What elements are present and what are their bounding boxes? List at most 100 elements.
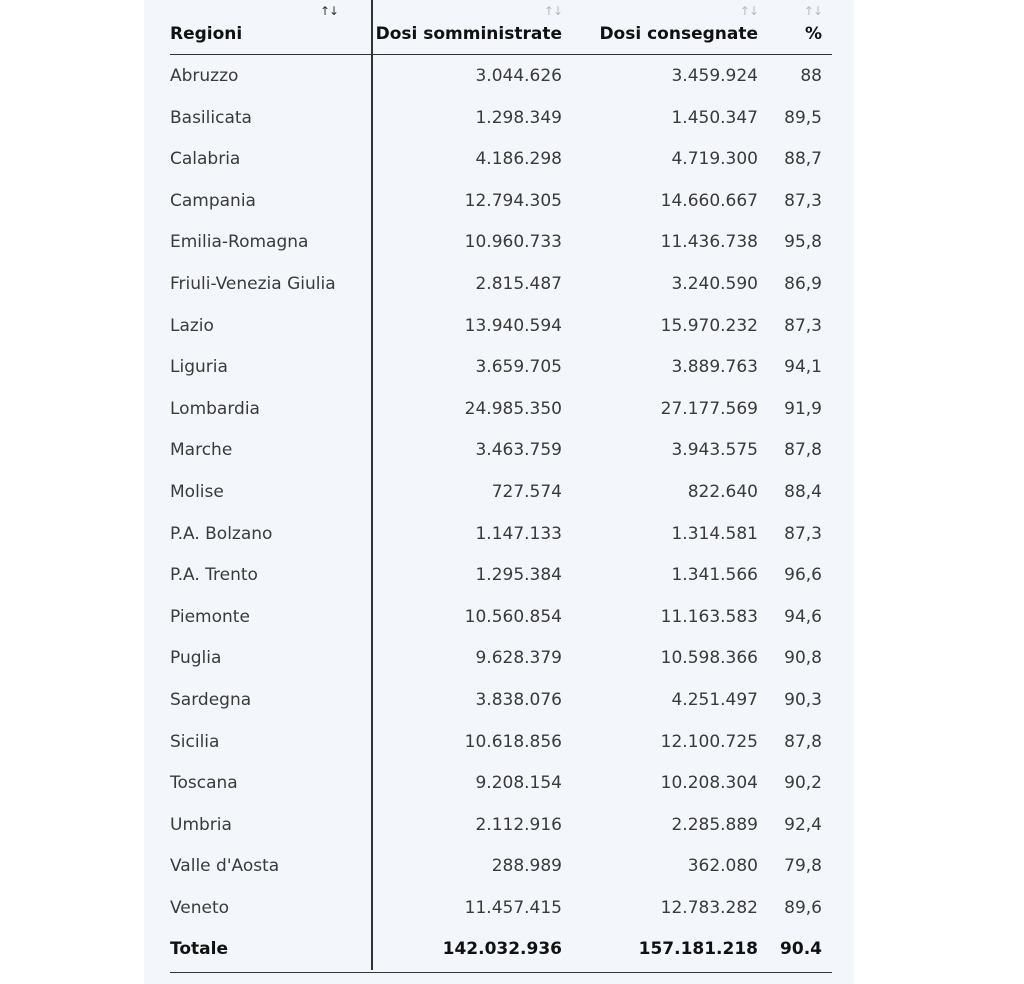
- cell-dosi-somministrate: 9.628.379: [475, 648, 562, 669]
- cell-dosi-somministrate: 3.044.626: [475, 66, 562, 86]
- vaccine-doses-table: ↑↓ ↑↓ ↑↓ ↑↓ Regioni Dosi somministrate D…: [170, 0, 832, 974]
- table-row: Liguria 3.659.705 3.889.763 94,1: [170, 346, 832, 388]
- cell-dosi-somministrate: 12.794.305: [464, 190, 562, 211]
- cell-dosi-somministrate: 13.940.594: [464, 315, 562, 336]
- cell-dosi-somministrate: 24.985.350: [464, 398, 562, 419]
- cell-dosi-somministrate: 10.560.854: [464, 606, 562, 627]
- table-panel: ↑↓ ↑↓ ↑↓ ↑↓ Regioni Dosi somministrate D…: [144, 0, 854, 984]
- table-row: Umbria 2.112.916 2.285.889 92,4: [170, 804, 832, 846]
- cell-dosi-somministrate: 1.295.384: [475, 565, 562, 586]
- cell-dosi-somministrate: 727.574: [491, 481, 562, 502]
- cell-dosi-consegnate: 1.341.566: [671, 565, 758, 586]
- table-row: Valle d'Aosta 288.989 362.080 79,8: [170, 845, 832, 887]
- cell-percent: 88,7: [784, 149, 822, 170]
- cell-dosi-somministrate: 9.208.154: [475, 773, 562, 794]
- header-dosi-consegnate[interactable]: Dosi consegnate: [599, 24, 758, 44]
- sort-icon-percent[interactable]: ↑↓: [803, 4, 823, 18]
- header-percent[interactable]: %: [804, 24, 822, 44]
- cell-regione: Campania: [170, 190, 256, 211]
- cell-percent: 95,8: [784, 232, 822, 253]
- cell-dosi-somministrate: 2.815.487: [475, 273, 562, 294]
- table-row: Calabria 4.186.298 4.719.300 88,7: [170, 138, 832, 180]
- cell-regione: Molise: [170, 481, 224, 502]
- table-row: Marche 3.463.759 3.943.575 87,8: [170, 429, 832, 471]
- cell-dosi-somministrate: 288.989: [491, 856, 562, 877]
- cell-percent: 87,8: [784, 440, 822, 461]
- cell-percent: 88,4: [784, 481, 822, 502]
- cell-percent: 87,8: [784, 731, 822, 752]
- table-header: ↑↓ ↑↓ ↑↓ ↑↓ Regioni Dosi somministrate D…: [170, 0, 832, 55]
- cell-percent: 86,9: [784, 273, 822, 294]
- table-row: Toscana 9.208.154 10.208.304 90,2: [170, 762, 832, 804]
- cell-dosi-consegnate: 11.436.738: [660, 232, 758, 253]
- cell-dosi-consegnate: 1.314.581: [671, 523, 758, 544]
- cell-percent: 90,8: [784, 648, 822, 669]
- cell-dosi-consegnate: 15.970.232: [660, 315, 758, 336]
- cell-dosi-consegnate: 10.598.366: [660, 648, 758, 669]
- table-row: Veneto 11.457.415 12.783.282 89,6: [170, 887, 832, 929]
- cell-percent: 94,6: [784, 606, 822, 627]
- column-divider: [371, 0, 373, 970]
- sort-icon-regioni[interactable]: ↑↓: [320, 4, 339, 18]
- cell-regione: Valle d'Aosta: [170, 856, 280, 877]
- cell-percent: 87,3: [784, 315, 822, 336]
- header-regioni[interactable]: Regioni: [170, 24, 243, 44]
- table-row: Molise 727.574 822.640 88,4: [170, 471, 832, 513]
- cell-dosi-somministrate: 10.618.856: [464, 731, 562, 752]
- cell-regione: Emilia-Romagna: [170, 232, 309, 253]
- cell-dosi-somministrate: 3.838.076: [475, 689, 562, 710]
- cell-dosi-consegnate: 3.943.575: [671, 440, 758, 461]
- cell-dosi-consegnate: 822.640: [687, 481, 758, 502]
- total-dosi-somministrate: 142.032.936: [442, 939, 562, 960]
- cell-dosi-consegnate: 2.285.889: [671, 814, 758, 835]
- cell-dosi-somministrate: 2.112.916: [475, 814, 562, 835]
- total-dosi-consegnate: 157.181.218: [638, 939, 758, 960]
- cell-regione: Sicilia: [170, 731, 220, 752]
- cell-regione: Basilicata: [170, 107, 252, 128]
- sort-icon-dosi-consegnate[interactable]: ↑↓: [739, 4, 759, 18]
- table-row: Lombardia 24.985.350 27.177.569 91,9: [170, 388, 832, 430]
- cell-regione: Piemonte: [170, 606, 250, 627]
- cell-percent: 90,3: [784, 689, 822, 710]
- table-row: Emilia-Romagna 10.960.733 11.436.738 95,8: [170, 221, 832, 263]
- cell-dosi-somministrate: 4.186.298: [475, 149, 562, 170]
- cell-regione: Toscana: [170, 773, 238, 794]
- table-row: Piemonte 10.560.854 11.163.583 94,6: [170, 596, 832, 638]
- cell-percent: 87,3: [784, 523, 822, 544]
- table-row: Lazio 13.940.594 15.970.232 87,3: [170, 305, 832, 347]
- cell-dosi-consegnate: 4.251.497: [671, 689, 758, 710]
- total-label: Totale: [170, 939, 228, 960]
- cell-dosi-somministrate: 1.147.133: [475, 523, 562, 544]
- cell-regione: Lombardia: [170, 398, 260, 419]
- cell-regione: Liguria: [170, 357, 228, 378]
- cell-percent: 94,1: [784, 357, 822, 378]
- cell-dosi-consegnate: 11.163.583: [660, 606, 758, 627]
- table-body: Abruzzo 3.044.626 3.459.924 88 Basilicata 1.2…: [170, 55, 832, 928]
- cell-dosi-consegnate: 14.660.667: [660, 190, 758, 211]
- cell-dosi-consegnate: 12.100.725: [660, 731, 758, 752]
- table-row: Sicilia 10.618.856 12.100.725 87,8: [170, 721, 832, 763]
- cell-percent: 87,3: [784, 190, 822, 211]
- cell-dosi-consegnate: 12.783.282: [660, 897, 758, 918]
- cell-dosi-somministrate: 1.298.349: [475, 107, 562, 128]
- cell-percent: 91,9: [784, 398, 822, 419]
- table-bottom-rule: [170, 972, 832, 974]
- cell-percent: 89,6: [784, 897, 822, 918]
- cell-dosi-consegnate: 27.177.569: [660, 398, 758, 419]
- cell-regione: Friuli-Venezia Giulia: [170, 273, 336, 294]
- cell-dosi-somministrate: 3.463.759: [475, 440, 562, 461]
- cell-dosi-somministrate: 11.457.415: [464, 897, 562, 918]
- cell-dosi-consegnate: 3.240.590: [671, 273, 758, 294]
- cell-regione: Sardegna: [170, 689, 252, 710]
- sort-icon-dosi-somministrate[interactable]: ↑↓: [543, 4, 563, 18]
- cell-dosi-consegnate: 3.889.763: [671, 357, 758, 378]
- cell-percent: 79,8: [784, 856, 822, 877]
- cell-percent: 88: [800, 66, 822, 86]
- total-percent: 90.4: [780, 939, 822, 960]
- cell-dosi-consegnate: 3.459.924: [671, 66, 758, 86]
- table-row: Friuli-Venezia Giulia 2.815.487 3.240.590 8…: [170, 263, 832, 305]
- header-dosi-somministrate[interactable]: Dosi somministrate: [375, 24, 562, 44]
- cell-regione: P.A. Trento: [170, 565, 258, 586]
- cell-regione: Veneto: [170, 897, 230, 918]
- cell-dosi-consegnate: 362.080: [687, 856, 758, 877]
